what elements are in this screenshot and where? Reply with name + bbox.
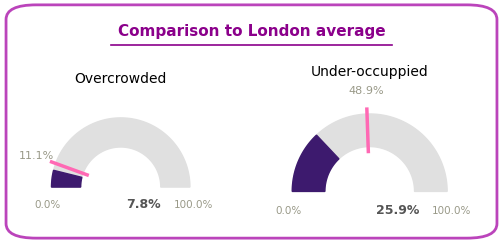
Polygon shape: [292, 135, 339, 191]
Text: 11.1%: 11.1%: [19, 151, 54, 161]
Polygon shape: [51, 170, 82, 187]
Title: Under-occuppied: Under-occuppied: [311, 65, 429, 79]
Text: 0.0%: 0.0%: [275, 206, 301, 216]
Text: 0.0%: 0.0%: [35, 200, 61, 210]
Text: 100.0%: 100.0%: [432, 206, 471, 216]
Polygon shape: [292, 114, 447, 191]
Text: 48.9%: 48.9%: [349, 86, 384, 96]
Text: 25.9%: 25.9%: [376, 204, 420, 217]
Polygon shape: [51, 118, 190, 187]
Text: 7.8%: 7.8%: [127, 198, 161, 211]
Title: Overcrowded: Overcrowded: [74, 72, 167, 86]
Text: Comparison to London average: Comparison to London average: [118, 24, 385, 39]
Text: 100.0%: 100.0%: [174, 200, 213, 210]
